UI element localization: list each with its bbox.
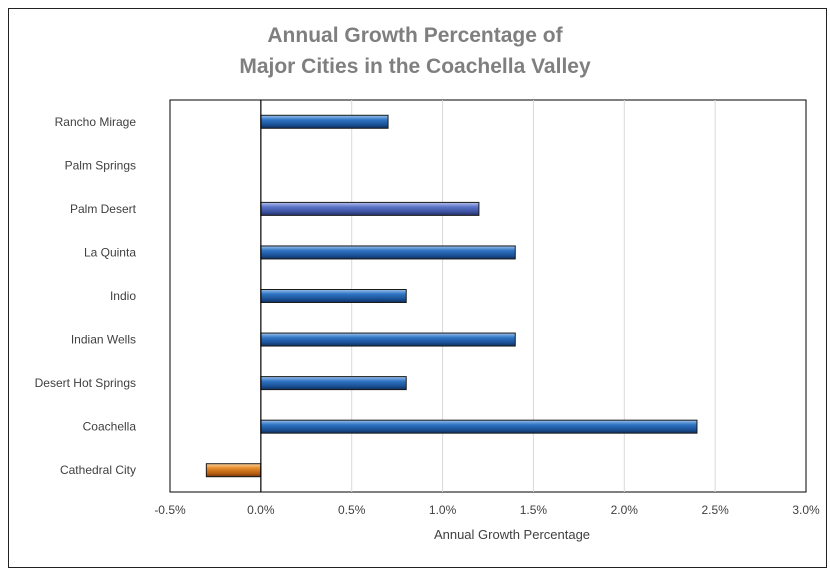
chart-frame	[8, 8, 827, 568]
bar	[260, 419, 698, 434]
bars	[205, 114, 698, 478]
x-tick-label: 3.0%	[792, 503, 820, 517]
bar	[260, 332, 516, 347]
bar	[260, 245, 516, 260]
bar	[260, 201, 480, 216]
x-tick-label: 2.5%	[701, 503, 729, 517]
bar	[260, 114, 389, 129]
y-tick-label: Palm Desert	[70, 202, 137, 216]
y-tick-label: La Quinta	[84, 245, 136, 259]
y-tick-label: Rancho Mirage	[55, 115, 137, 129]
x-tick-label: -0.5%	[154, 503, 186, 517]
x-tick-label: 0.0%	[247, 503, 275, 517]
y-tick-label: Palm Springs	[65, 158, 136, 172]
bar	[205, 463, 262, 478]
y-tick-label: Indio	[110, 289, 136, 303]
bar	[260, 376, 407, 391]
y-axis-labels: Rancho Mirage Palm Springs Palm Desert La Q…	[35, 115, 137, 477]
x-axis-labels: -0.5% 0.0% 0.5% 1.0% 1.5% 2.0% 2.5% 3.0%	[154, 503, 820, 517]
y-tick-label: Indian Wells	[71, 333, 136, 347]
x-tick-label: 1.5%	[520, 503, 548, 517]
chart-title-line-2: Major Cities in the Coachella Valley	[239, 55, 591, 78]
x-tick-label: 0.5%	[338, 503, 366, 517]
plot-area	[169, 99, 807, 493]
bar	[260, 289, 407, 303]
chart-title: Annual Growth Percentage of Major Cities…	[0, 20, 830, 82]
y-tick-label: Desert Hot Springs	[35, 376, 136, 390]
x-tick-label: 1.0%	[429, 503, 457, 517]
x-tick-label: 2.0%	[611, 503, 639, 517]
y-tick-label: Cathedral City	[60, 463, 136, 477]
y-tick-label: Coachella	[83, 420, 137, 434]
x-axis-title: Annual Growth Percentage	[434, 527, 590, 542]
chart-title-line-1: Annual Growth Percentage of	[267, 24, 563, 47]
